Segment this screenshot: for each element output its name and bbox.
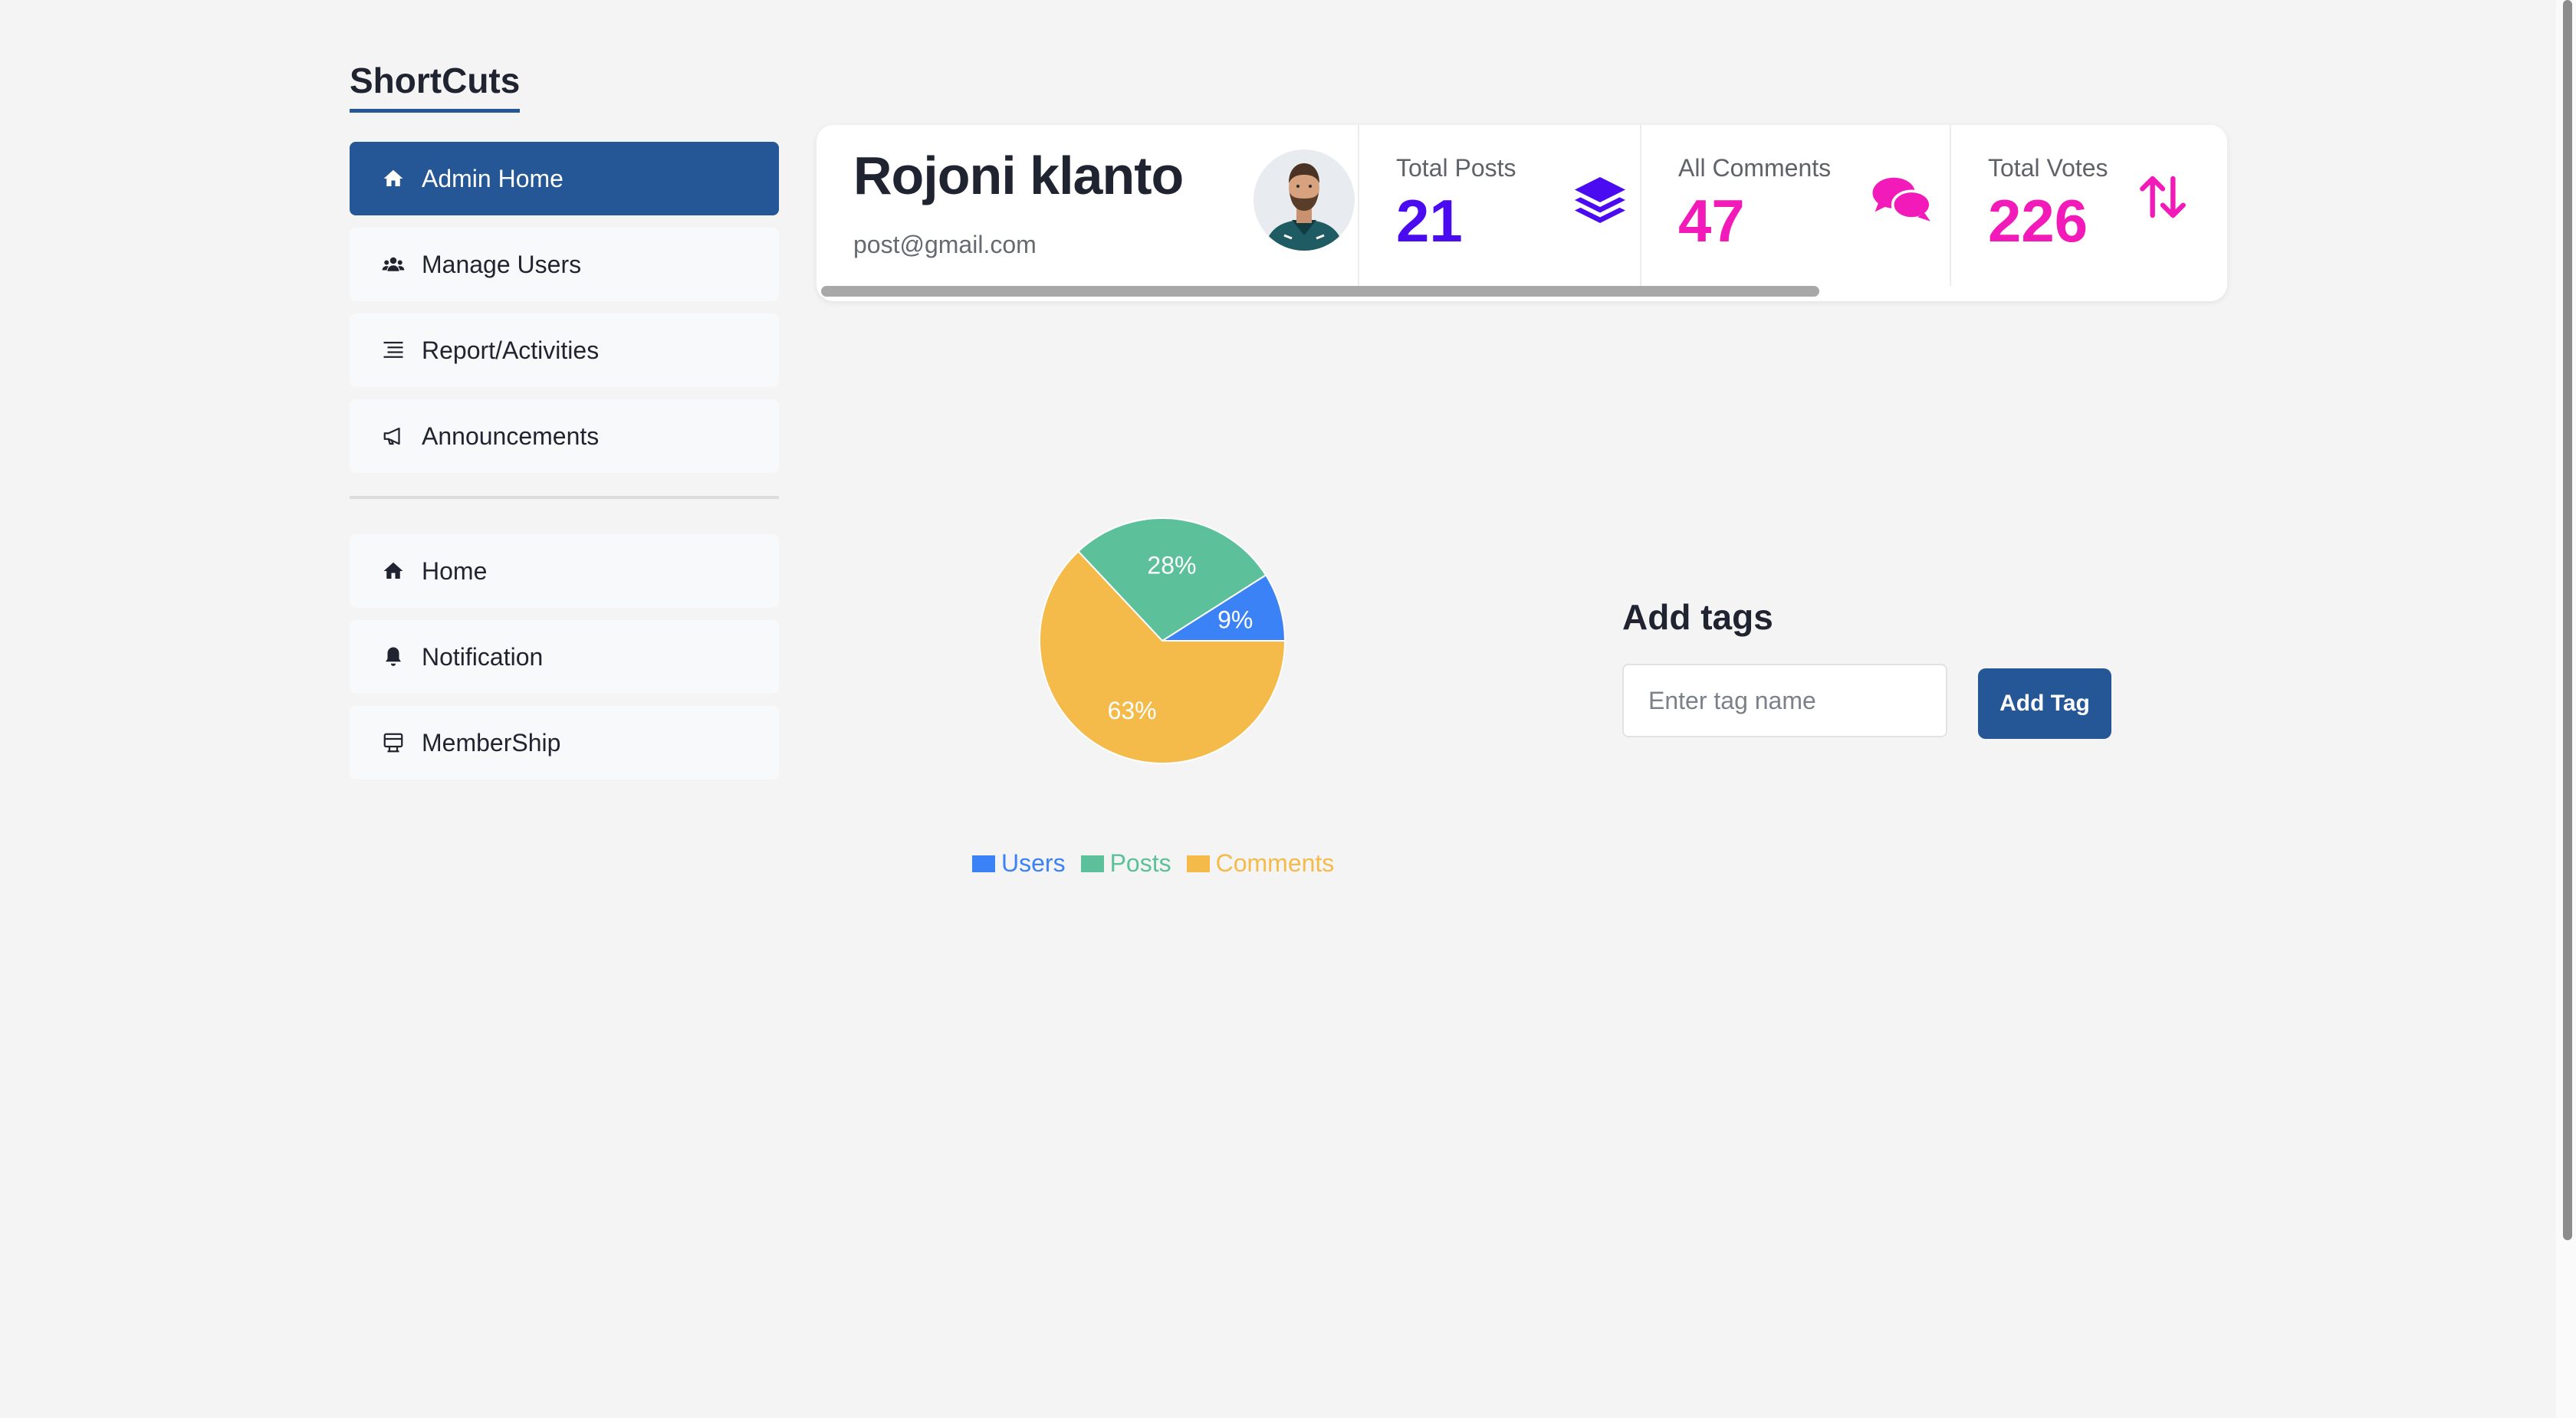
page-scrollbar[interactable] <box>2556 0 2576 1418</box>
list-icon <box>380 337 406 363</box>
megaphone-icon <box>380 423 406 449</box>
stats-card: Rojoni klanto post@gmail.com Total Posts… <box>816 125 2227 301</box>
legend-item-comments[interactable]: Comments <box>1186 849 1335 878</box>
sidebar-item-admin-home[interactable]: Admin Home <box>350 142 779 215</box>
sidebar-item-label: Notification <box>422 642 544 671</box>
sidebar-item-report-activities[interactable]: Report/Activities <box>350 313 779 387</box>
add-tags-title: Add tags <box>1622 597 1773 637</box>
sidebar: ShortCuts Admin Home Manage Users Report… <box>350 60 779 792</box>
home-icon <box>380 166 406 192</box>
profile-email: post@gmail.com <box>853 231 1037 258</box>
stat-all-comments: All Comments 47 <box>1640 125 1951 286</box>
profile-name: Rojoni klanto <box>853 146 1184 205</box>
sidebar-item-label: Admin Home <box>422 164 564 192</box>
add-tag-button[interactable]: Add Tag <box>1978 668 2111 739</box>
tag-name-input[interactable] <box>1622 664 1947 737</box>
legend-item-posts[interactable]: Posts <box>1080 849 1171 878</box>
primary-nav: Admin Home Manage Users Report/Activitie… <box>350 142 779 473</box>
sidebar-divider <box>350 496 779 499</box>
stat-label: All Comments <box>1678 154 1832 182</box>
comments-icon <box>1872 177 1932 222</box>
membership-icon <box>380 730 406 756</box>
legend-label: Posts <box>1109 849 1171 877</box>
secondary-nav: Home Notification MemberShip <box>350 534 779 780</box>
page-scrollbar-thumb[interactable] <box>2563 0 2572 1240</box>
pie-label-posts: 28% <box>1147 552 1196 579</box>
sidebar-item-manage-users[interactable]: Manage Users <box>350 228 779 301</box>
stat-value: 226 <box>1988 187 2088 254</box>
legend-item-users[interactable]: Users <box>972 849 1066 878</box>
sidebar-item-label: Report/Activities <box>422 336 600 364</box>
legend-swatch <box>1080 855 1104 872</box>
stat-label: Total Votes <box>1988 154 2108 182</box>
legend-label: Users <box>1001 849 1066 877</box>
home-icon <box>380 558 406 584</box>
stat-total-votes: Total Votes 226 <box>1950 125 2227 286</box>
stat-label: Total Posts <box>1396 154 1516 182</box>
add-tags-section: Add tags Add Tag <box>1622 596 2159 739</box>
layers-icon <box>1575 177 1625 223</box>
sidebar-item-label: Manage Users <box>422 250 582 278</box>
sidebar-item-announcements[interactable]: Announcements <box>350 399 779 473</box>
profile: Rojoni klanto post@gmail.com <box>853 145 1375 268</box>
stat-value: 21 <box>1396 187 1463 254</box>
pie-label-users: 9% <box>1217 606 1253 633</box>
users-icon <box>380 251 406 277</box>
stat-value: 47 <box>1678 187 1745 254</box>
pie-slice-posts[interactable] <box>1077 517 1267 642</box>
sidebar-item-membership[interactable]: MemberShip <box>350 706 779 780</box>
pie-chart: 9% 28% 63% <box>1039 517 1286 764</box>
pie-label-comments: 63% <box>1108 697 1157 724</box>
sidebar-item-label: Announcements <box>422 422 600 450</box>
sidebar-title: ShortCuts <box>350 60 521 113</box>
stat-total-posts: Total Posts 21 <box>1358 125 1641 286</box>
avatar[interactable] <box>1254 149 1355 251</box>
pie-slice-users[interactable] <box>1159 573 1286 642</box>
pie-slice-comments[interactable] <box>1039 550 1286 764</box>
chart-legend: Users Posts Comments <box>972 849 1334 878</box>
sort-arrows-icon <box>2140 176 2186 218</box>
sidebar-item-notification[interactable]: Notification <box>350 620 779 694</box>
sidebar-item-home[interactable]: Home <box>350 534 779 608</box>
sidebar-item-label: Home <box>422 556 488 585</box>
legend-label: Comments <box>1215 849 1335 877</box>
bell-icon <box>380 644 406 670</box>
sidebar-item-label: MemberShip <box>422 728 561 757</box>
card-horizontal-scrollbar[interactable] <box>821 286 1819 297</box>
legend-swatch <box>972 855 995 872</box>
legend-swatch <box>1186 855 1210 872</box>
